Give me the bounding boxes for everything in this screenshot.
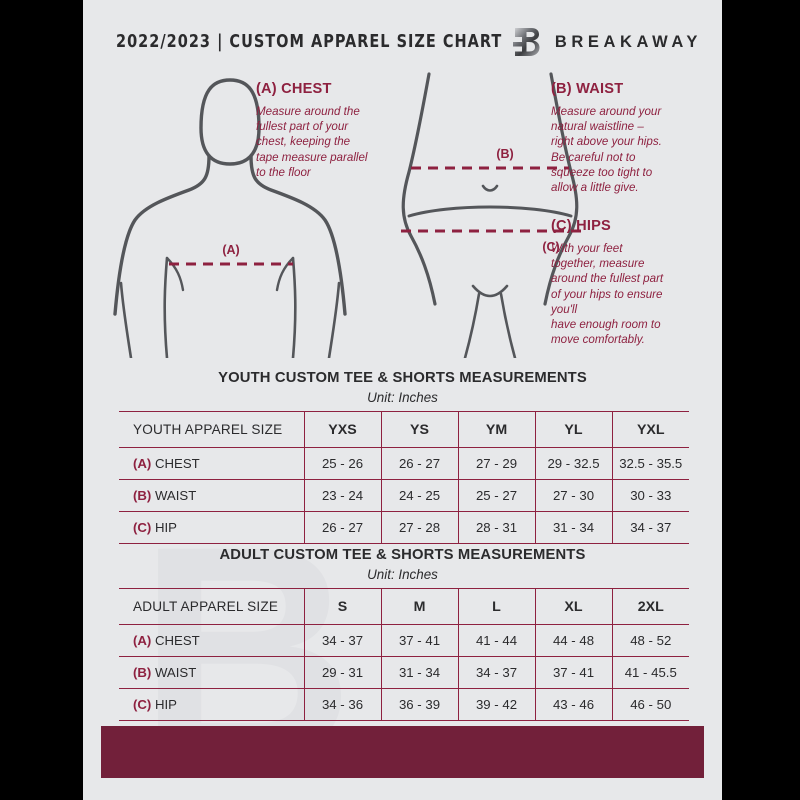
youth-column-header: YM — [457, 411, 535, 448]
youth-column-header: YXL — [611, 411, 689, 448]
table-cell: 32.5 - 35.5 — [611, 447, 689, 480]
measurement-illustrations: (A) (B) — [83, 68, 722, 358]
torso-figure: (A) — [113, 78, 347, 358]
adult-column-header: L — [457, 588, 535, 625]
adult-row-label: (C) HIP — [119, 688, 304, 721]
chest-marker-label: (A) — [222, 243, 239, 257]
table-row: (A) CHEST 25 - 26 26 - 27 27 - 29 29 - 32.5 3… — [119, 447, 689, 480]
brand-lockup: BREAKAWAY — [511, 25, 702, 59]
measurement-tag: (B) — [133, 488, 152, 503]
youth-column-header: YS — [380, 411, 458, 448]
waist-marker-label: (B) — [496, 147, 513, 161]
table-cell: 30 - 33 — [611, 479, 689, 512]
table-cell: 27 - 29 — [457, 447, 535, 480]
hips-figure: (B) (C) — [401, 72, 581, 358]
hip-marker-label: (C) — [542, 240, 559, 254]
callout-waist-title: (B) WAIST — [551, 81, 624, 97]
table-row: (A) CHEST 34 - 37 37 - 41 41 - 44 44 - 48 48 … — [119, 624, 689, 657]
table-cell: 28 - 31 — [457, 511, 535, 544]
table-cell: 41 - 44 — [457, 624, 535, 657]
table-cell: 37 - 41 — [534, 656, 612, 689]
table-cell: 36 - 39 — [380, 688, 458, 721]
table-cell: 34 - 37 — [611, 511, 689, 544]
youth-column-header: YL — [534, 411, 612, 448]
table-cell: 25 - 26 — [303, 447, 381, 480]
callout-waist: (B) WAIST Measure around your natural wa… — [551, 81, 703, 195]
youth-row-label: (C) HIP — [119, 511, 304, 544]
measurement-tag: (C) — [133, 697, 152, 712]
callout-hips-body: With your feet together, measure around … — [551, 242, 664, 347]
table-cell: 24 - 25 — [380, 479, 458, 512]
callout-chest-body: Measure around the fullest part of your … — [256, 105, 368, 179]
table-cell: 27 - 30 — [534, 479, 612, 512]
brand-name: BREAKAWAY — [554, 32, 702, 51]
callout-hips: (C) HIPS With your feet together, measur… — [551, 218, 703, 347]
table-cell: 44 - 48 — [534, 624, 612, 657]
table-cell: 46 - 50 — [611, 688, 689, 721]
adult-column-header: S — [303, 588, 381, 625]
callout-hips-title: (C) HIPS — [551, 218, 611, 234]
callout-chest: (A) CHEST Measure around the fullest par… — [256, 81, 404, 180]
table-cell: 41 - 45.5 — [611, 656, 689, 689]
table-row: (B) WAIST 23 - 24 24 - 25 25 - 27 27 - 30 30 … — [119, 479, 689, 512]
table-cell: 27 - 28 — [380, 511, 458, 544]
table-cell: 37 - 41 — [380, 624, 458, 657]
table-cell: 26 - 27 — [380, 447, 458, 480]
adult-table-body: ADULT APPAREL SIZE S M L XL 2XL (A) CHEST 34 - … — [119, 588, 689, 721]
youth-size-table: YOUTH APPAREL SIZE YXS YS YM YL YXL (A) CHEST 2… — [119, 411, 689, 544]
measurement-tag: (A) — [133, 456, 152, 471]
youth-apparel-size-label: YOUTH APPAREL SIZE — [119, 411, 304, 448]
table-row: (B) WAIST 29 - 31 31 - 34 34 - 37 37 - 41 41 … — [119, 656, 689, 689]
table-cell: 43 - 46 — [534, 688, 612, 721]
adult-section-unit: Unit: Inches — [367, 567, 438, 582]
youth-table-header-row: YOUTH APPAREL SIZE YXS YS YM YL YXL — [119, 411, 689, 448]
youth-column-header: YXS — [303, 411, 381, 448]
measurement-tag: (B) — [133, 665, 152, 680]
adult-section-title: ADULT CUSTOM TEE & SHORTS MEASUREMENTS — [219, 547, 586, 563]
size-chart-page: B 2022/2023 | CUSTOM APPAREL SIZE CHART … — [83, 0, 722, 800]
table-cell: 48 - 52 — [611, 624, 689, 657]
table-cell: 29 - 31 — [303, 656, 381, 689]
page-title: 2022/2023 | CUSTOM APPAREL SIZE CHART — [116, 32, 503, 52]
table-cell: 34 - 37 — [457, 656, 535, 689]
adult-column-header: 2XL — [611, 588, 689, 625]
callout-chest-title: (A) CHEST — [256, 81, 332, 97]
table-cell: 29 - 32.5 — [534, 447, 612, 480]
adult-column-header: M — [380, 588, 458, 625]
measurement-tag: (C) — [133, 520, 152, 535]
table-cell: 23 - 24 — [303, 479, 381, 512]
adult-row-label: (B) WAIST — [119, 656, 304, 689]
table-cell: 31 - 34 — [534, 511, 612, 544]
table-row: (C) HIP 34 - 36 36 - 39 39 - 42 43 - 46 46 - … — [119, 688, 689, 721]
table-row: (C) HIP 26 - 27 27 - 28 28 - 31 31 - 34 34 - … — [119, 511, 689, 544]
measurement-tag: (A) — [133, 633, 152, 648]
adult-table-header-row: ADULT APPAREL SIZE S M L XL 2XL — [119, 588, 689, 625]
table-cell: 31 - 34 — [380, 656, 458, 689]
callout-waist-body: Measure around your natural waistline – … — [551, 105, 662, 195]
adult-size-table: ADULT APPAREL SIZE S M L XL 2XL (A) CHEST 34 - … — [119, 588, 689, 721]
breakaway-b-logo-icon — [512, 28, 540, 56]
table-cell: 39 - 42 — [457, 688, 535, 721]
table-cell: 34 - 36 — [303, 688, 381, 721]
footer-accent-bar — [101, 726, 704, 778]
table-cell: 34 - 37 — [303, 624, 381, 657]
youth-section-unit: Unit: Inches — [367, 390, 438, 405]
youth-row-label: (A) CHEST — [119, 447, 304, 480]
youth-table-body: YOUTH APPAREL SIZE YXS YS YM YL YXL (A) CHEST 2… — [119, 411, 689, 544]
youth-row-label: (B) WAIST — [119, 479, 304, 512]
adult-apparel-size-label: ADULT APPAREL SIZE — [119, 588, 304, 625]
page-header: 2022/2023 | CUSTOM APPAREL SIZE CHART BR… — [83, 22, 722, 62]
youth-section-title: YOUTH CUSTOM TEE & SHORTS MEASUREMENTS — [218, 370, 587, 386]
adult-column-header: XL — [534, 588, 612, 625]
table-cell: 25 - 27 — [457, 479, 535, 512]
table-cell: 26 - 27 — [303, 511, 381, 544]
adult-row-label: (A) CHEST — [119, 624, 304, 657]
